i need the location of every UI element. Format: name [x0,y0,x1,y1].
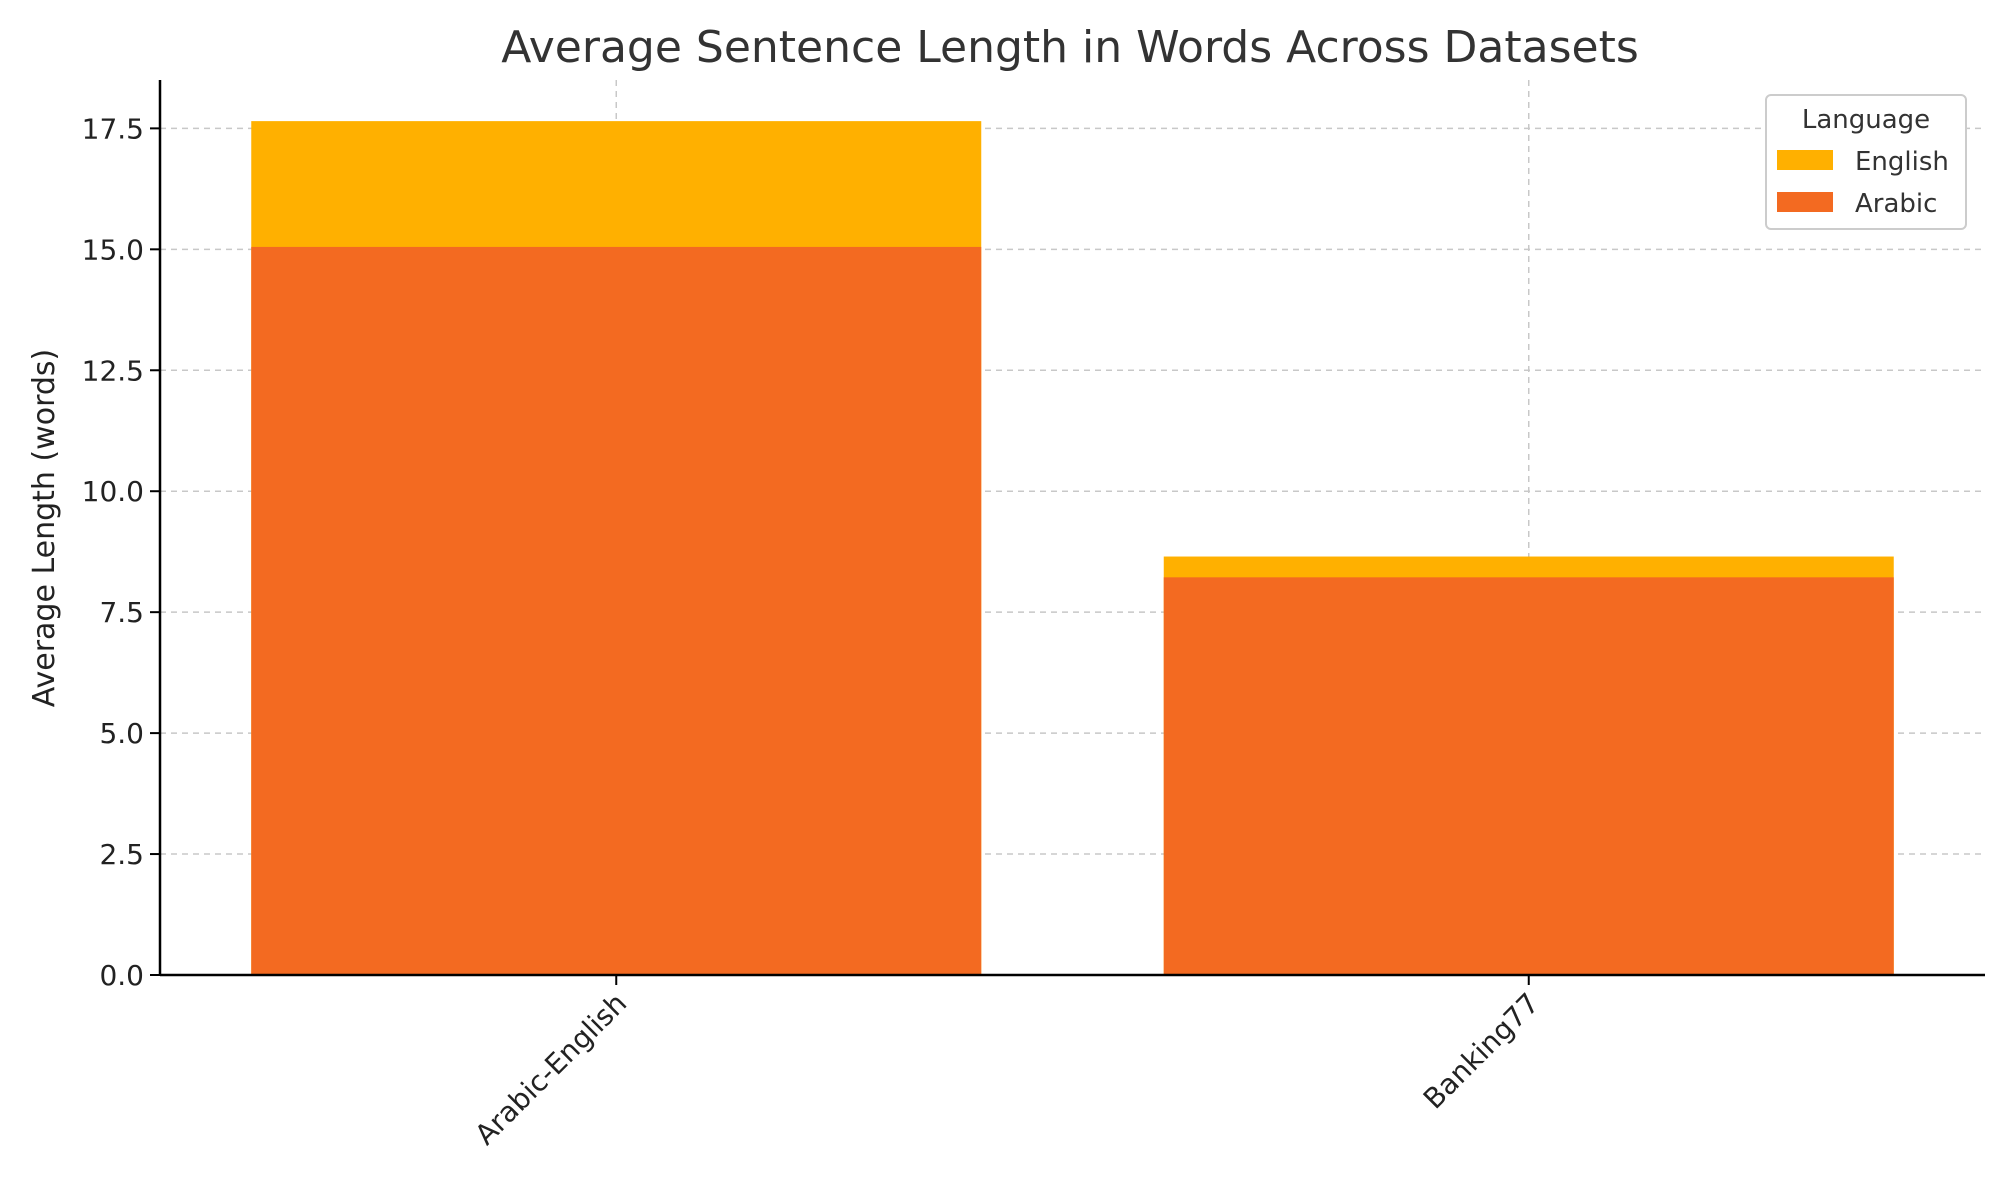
bar-arabic-banking77 [1163,577,1894,975]
legend-swatch-arabic [1777,192,1833,212]
y-tick-label: 10.0 [82,475,144,508]
y-tick-label: 2.5 [99,838,144,871]
y-tick-label: 15.0 [82,233,144,266]
legend-title: Language [1802,105,1930,135]
y-tick-label: 7.5 [99,596,144,629]
x-ticks: Arabic-English Banking77 [468,975,1546,1152]
y-axis-label: Average Length (words) [27,349,62,708]
legend: Language English Arabic [1765,94,1967,230]
axes [158,80,1985,977]
legend-swatch-english [1777,150,1833,170]
y-tick-label: 17.5 [82,112,144,145]
bar-arabic-arabic-english [251,246,982,976]
chart-title: Average Sentence Length in Words Across … [501,22,1639,73]
legend-label-arabic: Arabic [1855,189,1937,219]
bars [251,121,1894,976]
legend-label-english: English [1855,147,1949,177]
x-tick-label: Banking77 [1417,987,1546,1116]
y-tick-label: 0.0 [99,959,144,992]
y-tick-label: 5.0 [99,717,144,750]
x-tick-label: Arabic-English [468,987,633,1152]
y-ticks: 0.0 2.5 5.0 7.5 10.0 12.5 15.0 17.5 [82,112,160,992]
y-tick-label: 12.5 [82,354,144,387]
